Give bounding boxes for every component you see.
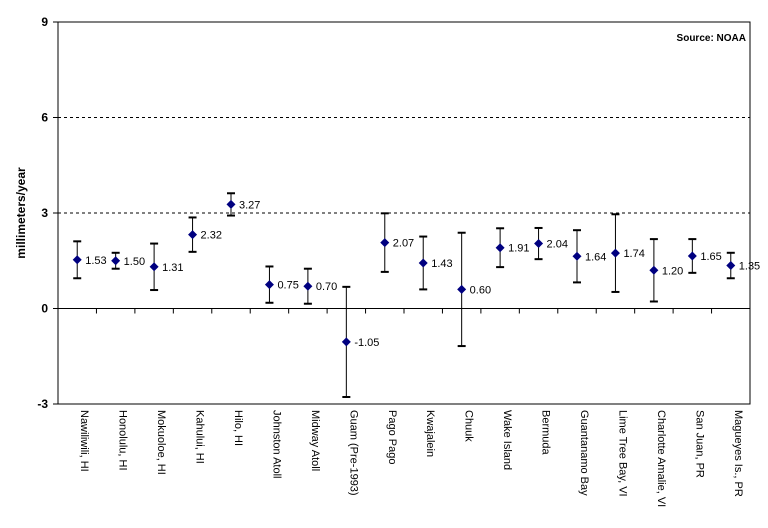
data-point-group: 2.32	[188, 216, 222, 253]
data-point	[726, 261, 736, 271]
data-series: 1.53 1.50 1.31 2.32 3.27 0.75 0.70 -1.05 2.07 1.4…	[72, 192, 760, 398]
data-point	[149, 262, 159, 272]
gridlines	[58, 117, 750, 214]
data-point-group: 0.75	[264, 265, 299, 304]
data-label: 2.32	[201, 230, 222, 242]
data-label: 0.75	[277, 280, 298, 292]
data-label: 1.91	[508, 243, 529, 255]
data-label: 0.60	[470, 284, 491, 296]
x-axis-categories: Nawiliwili, HI Honolulu, HI Mokuoloe, HI Ka…	[78, 410, 744, 507]
category-label: Guantanamo Bay	[578, 410, 590, 496]
data-point	[72, 255, 82, 265]
data-point	[572, 251, 582, 261]
category-label: Hilo, HI	[232, 410, 244, 446]
data-point-group: 1.91	[495, 227, 530, 269]
y-tick-label: 0	[41, 302, 48, 316]
data-label: 1.35	[739, 261, 760, 273]
category-label: Guam (Pre-1993)	[347, 410, 359, 496]
data-point-group: 0.60	[457, 231, 491, 348]
y-tick-label: 6	[41, 111, 48, 125]
data-label: -1.05	[354, 337, 379, 349]
data-point	[341, 337, 351, 347]
data-point-group: 1.53	[72, 240, 107, 280]
y-tick-label: 9	[41, 15, 48, 29]
data-point-group: 2.07	[380, 212, 414, 273]
data-point-group: 1.20	[649, 238, 683, 303]
data-point	[457, 284, 467, 294]
data-label: 1.74	[623, 248, 644, 260]
data-point	[610, 248, 620, 258]
y-tick-label: -3	[37, 397, 48, 411]
data-point	[380, 238, 390, 248]
data-label: 1.53	[85, 255, 106, 267]
category-label: Honolulu, HI	[117, 410, 129, 471]
data-point	[264, 280, 274, 290]
data-point-group: 1.31	[149, 242, 184, 292]
data-point	[111, 256, 121, 266]
data-label: 1.65	[700, 251, 721, 263]
y-axis-ticks: -3 0 3 6 9	[37, 15, 751, 411]
category-label: Bermuda	[540, 410, 552, 456]
category-label: Kahului, HI	[194, 410, 206, 464]
data-point	[649, 265, 659, 275]
y-tick-label: 3	[41, 206, 48, 220]
data-label: 1.64	[585, 251, 606, 263]
data-point-group: 0.70	[303, 267, 337, 305]
data-point-group: 1.35	[726, 251, 760, 280]
category-label: Charlotte Amalie, VI	[655, 410, 667, 507]
data-point	[188, 230, 198, 240]
data-point-group: 1.50	[111, 251, 145, 270]
category-label: Pago Pago	[386, 410, 398, 464]
category-label: Magueyes Is., PR	[732, 410, 744, 497]
category-label: Mokuoloe, HI	[155, 410, 167, 475]
y-axis-label: millimeters/year	[14, 167, 28, 259]
category-label: Johnston Atoll	[270, 410, 282, 479]
data-point	[418, 258, 428, 268]
data-label: 1.31	[162, 262, 183, 274]
data-point	[687, 251, 697, 261]
data-point-group: 1.65	[687, 238, 722, 274]
data-point	[303, 281, 313, 291]
category-label: Nawiliwili, HI	[78, 410, 90, 472]
data-point	[226, 199, 236, 209]
data-point	[495, 243, 505, 253]
category-label: San Juan, PR	[693, 410, 705, 478]
category-label: Wake Island	[501, 410, 513, 470]
data-point-group: -1.05	[341, 285, 379, 398]
data-point-group: 1.43	[418, 235, 453, 291]
data-point-group: 3.27	[226, 192, 260, 217]
data-point-group: 1.64	[572, 229, 606, 284]
category-label: Kwajalein	[424, 410, 436, 457]
category-label: Lime Tree Bay, VI	[616, 410, 628, 497]
data-label: 1.50	[124, 256, 145, 268]
data-point-group: 1.74	[610, 213, 645, 293]
source-annotation: Source: NOAA	[677, 33, 746, 44]
data-point-group: 2.04	[534, 226, 568, 261]
data-label: 2.07	[393, 238, 414, 250]
data-label: 0.70	[316, 281, 337, 293]
data-label: 1.43	[431, 258, 452, 270]
data-point	[534, 239, 544, 249]
category-label: Midway Atoll	[309, 410, 321, 471]
data-label: 2.04	[547, 239, 568, 251]
data-label: 3.27	[239, 199, 260, 211]
data-label: 1.20	[662, 265, 683, 277]
category-label: Chuuk	[463, 410, 475, 442]
